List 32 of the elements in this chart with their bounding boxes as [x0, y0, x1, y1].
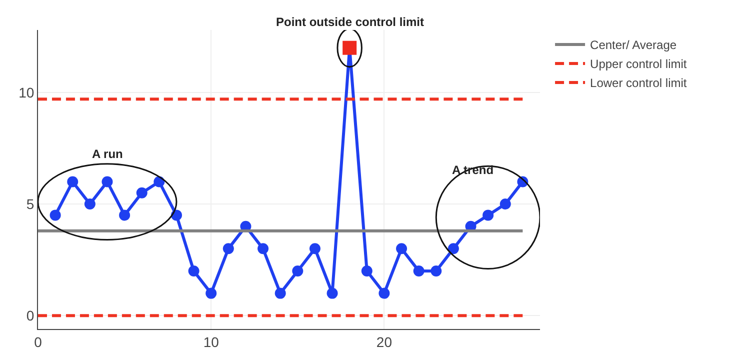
point — [258, 243, 269, 254]
annotation: Point outside control limit — [276, 15, 424, 29]
y-tick-label: 10 — [18, 84, 34, 100]
point — [378, 288, 390, 299]
point — [84, 198, 96, 210]
point — [396, 243, 408, 254]
point — [206, 288, 217, 299]
point — [136, 187, 148, 198]
point — [67, 176, 78, 188]
point — [500, 198, 511, 210]
annotation: A run — [92, 147, 123, 161]
point — [102, 176, 113, 188]
point — [326, 288, 338, 299]
point — [430, 265, 442, 276]
point — [413, 265, 424, 276]
point — [482, 210, 494, 221]
point — [274, 288, 286, 299]
point — [309, 243, 320, 254]
x-tick-label: 20 — [376, 334, 392, 350]
legend-label: Center/ Average — [590, 38, 677, 52]
point — [222, 243, 234, 254]
y-tick-label: 0 — [26, 308, 34, 324]
point — [292, 265, 304, 276]
point — [188, 265, 200, 276]
point — [361, 265, 372, 276]
point — [119, 210, 130, 221]
legend-label: Lower control limit — [590, 76, 688, 90]
legend-label: Upper control limit — [590, 57, 688, 72]
y-tick-label: 5 — [26, 196, 34, 212]
x-tick-label: 10 — [203, 334, 220, 350]
point — [448, 243, 459, 254]
point — [50, 210, 61, 221]
